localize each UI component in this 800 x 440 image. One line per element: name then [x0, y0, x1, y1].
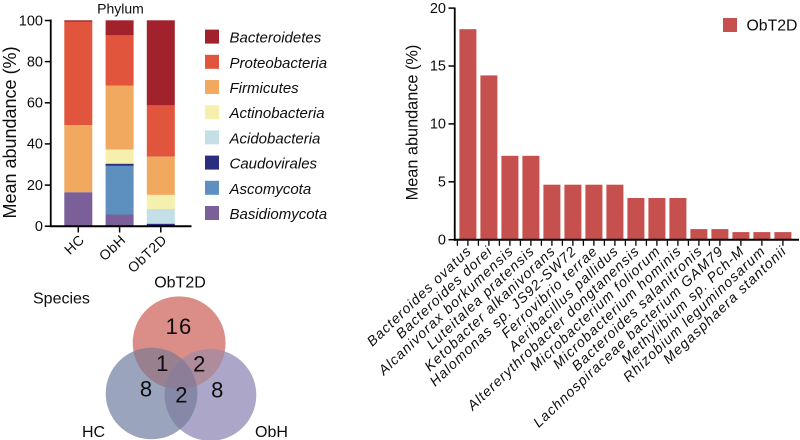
svg-text:Acidobacteria: Acidobacteria — [229, 130, 321, 147]
svg-text:20: 20 — [430, 1, 446, 17]
svg-text:2: 2 — [193, 351, 205, 376]
svg-text:Basidiomycota: Basidiomycota — [230, 206, 328, 223]
svg-text:Proteobacteria: Proteobacteria — [230, 55, 328, 72]
svg-text:Mean abundance (%): Mean abundance (%) — [0, 46, 20, 218]
svg-text:8: 8 — [140, 377, 152, 402]
svg-text:Phylum: Phylum — [97, 1, 144, 17]
svg-text:10: 10 — [430, 117, 446, 133]
svg-text:0: 0 — [35, 219, 43, 235]
svg-text:5: 5 — [438, 175, 446, 191]
svg-text:1: 1 — [156, 351, 168, 376]
svg-text:Actinobacteria: Actinobacteria — [229, 105, 325, 122]
svg-text:HC: HC — [82, 424, 105, 440]
svg-text:0: 0 — [438, 232, 446, 248]
svg-text:80: 80 — [27, 54, 43, 70]
svg-text:Mean abundance (%): Mean abundance (%) — [404, 45, 422, 201]
svg-text:2: 2 — [175, 382, 187, 407]
svg-text:Firmicutes: Firmicutes — [230, 80, 300, 97]
svg-text:8: 8 — [211, 377, 223, 402]
svg-text:Caudovirales: Caudovirales — [230, 156, 318, 173]
svg-text:Ascomycota: Ascomycota — [229, 181, 312, 198]
svg-text:20: 20 — [27, 178, 43, 194]
svg-text:Species: Species — [33, 291, 90, 308]
svg-text:40: 40 — [27, 137, 43, 153]
svg-text:ObT2D: ObT2D — [747, 18, 798, 35]
svg-text:16: 16 — [166, 314, 193, 339]
svg-text:15: 15 — [430, 59, 446, 75]
svg-text:ObT2D: ObT2D — [154, 275, 206, 292]
svg-text:Bacteroidetes: Bacteroidetes — [230, 30, 322, 47]
svg-text:60: 60 — [27, 96, 43, 112]
svg-text:ObH: ObH — [255, 424, 288, 440]
svg-text:100: 100 — [19, 13, 43, 29]
